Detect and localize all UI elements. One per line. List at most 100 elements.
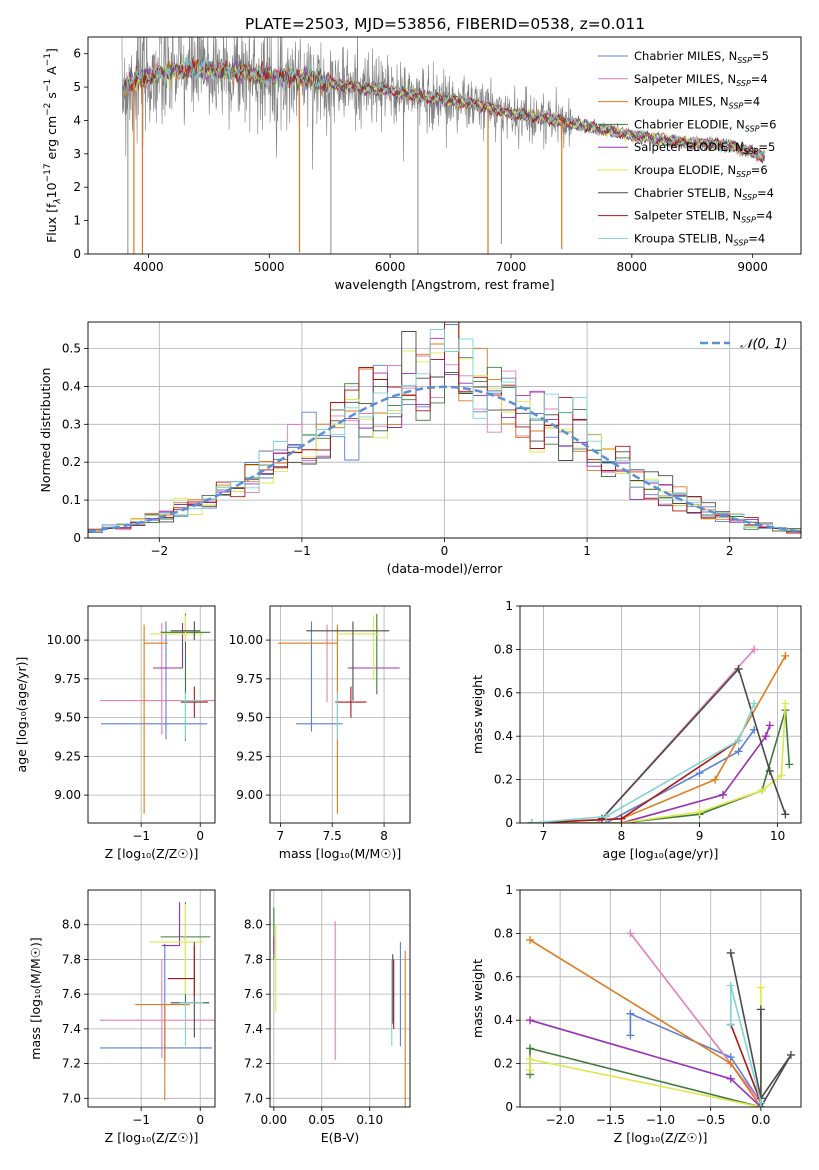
legend-subscript: SSP — [734, 238, 749, 247]
y-tick-label: 0.6 — [494, 686, 513, 700]
x-tick-label: 0.0 — [751, 1113, 770, 1127]
legend-entry: Salpeter STELIB, NSSP=4 — [634, 209, 773, 225]
series-marker — [726, 1074, 735, 1083]
y-tick-label: 0.3 — [62, 417, 81, 431]
series-line — [730, 1024, 762, 1103]
series-line — [531, 703, 787, 823]
y-tick-label: 0.8 — [494, 926, 513, 940]
legend-label: Chabrier ELODIE, N — [634, 117, 745, 131]
series-marker — [718, 790, 727, 799]
series-marker — [756, 1103, 765, 1107]
series-marker — [734, 664, 743, 673]
x-tick-label: 1 — [583, 544, 591, 558]
series-marker — [526, 1044, 535, 1053]
x-axis-label: Z [log₁₀(Z/Z☉)] — [105, 846, 199, 861]
y-tick-label: 0 — [73, 531, 81, 545]
series-line — [531, 648, 755, 823]
series-marker — [726, 1059, 735, 1068]
x-axis-label: Z [log₁₀(Z/Z☉)] — [105, 1130, 199, 1145]
legend-label: Kroupa ELODIE, N — [634, 163, 736, 177]
y-tick-label: 7.4 — [62, 1022, 81, 1036]
y-axis-label-part: A — [44, 66, 59, 79]
y-axis-label-part: s — [44, 92, 59, 103]
plot-area — [527, 645, 794, 823]
plot-area — [278, 613, 400, 814]
x-tick-label: 0.10 — [356, 1113, 383, 1127]
series-marker — [761, 732, 770, 741]
legend-subscript: SSP — [729, 102, 744, 111]
legend-label: Salpeter ELODIE, N — [634, 140, 744, 154]
series-line — [529, 939, 762, 1107]
x-tick-label: −1.5 — [596, 1113, 625, 1127]
x-axis-label: Z [log₁₀(Z/Z☉)] — [614, 1130, 708, 1145]
series-line — [531, 703, 755, 823]
y-axis-label-part: ] — [44, 48, 59, 53]
y-axis-label: Normed distribution — [38, 368, 53, 493]
series-marker — [756, 983, 765, 992]
legend-label: Kroupa MILES, N — [634, 95, 729, 109]
series-marker — [750, 699, 759, 708]
legend-entry: Salpeter MILES, NSSP=4 — [634, 72, 768, 88]
y-tick-label: 7.4 — [244, 1022, 263, 1036]
legend-subscript: SSP — [737, 56, 752, 65]
x-tick-label: −1.0 — [646, 1113, 675, 1127]
series-marker — [711, 775, 720, 784]
model-spectrum — [122, 54, 766, 160]
x-tick-label: −0.5 — [696, 1113, 725, 1127]
series-marker — [526, 1016, 535, 1025]
series-marker — [527, 819, 536, 823]
legend-subscript: SSP — [736, 79, 751, 88]
legend-subscript: SSP — [744, 147, 759, 156]
x-tick-label: 7 — [277, 829, 285, 843]
axes-frame — [87, 36, 802, 255]
y-tick-label: 1 — [73, 214, 81, 228]
x-axis-label: age [log₁₀(age/yr)] — [603, 846, 719, 861]
legend-label: Salpeter STELIB, N — [634, 209, 741, 223]
y-tick-label: 7.6 — [62, 987, 81, 1001]
series-marker — [526, 935, 535, 944]
y-tick-label: 0.2 — [494, 1057, 513, 1071]
series-line — [601, 667, 787, 820]
x-tick-label: −1 — [132, 1113, 150, 1127]
x-axis-label: (data-model)/error — [387, 561, 504, 576]
plot-area — [273, 907, 406, 1107]
legend-subscript: SSP — [745, 124, 760, 133]
series-marker — [726, 1020, 735, 1029]
series-marker — [626, 1009, 635, 1018]
legend-suffix: =4 — [751, 72, 768, 86]
y-tick-label: 7.2 — [62, 1057, 81, 1071]
panel-mass-vs-Z: −1 0 7.0 7.2 7.4 7.6 7.8 8.0 Z [log₁₀(Z/Z☉)] mass… — [28, 889, 216, 1145]
y-tick-label: 4 — [73, 113, 81, 127]
y-tick-label: 5 — [73, 80, 81, 94]
series-marker — [781, 699, 790, 708]
series-marker — [601, 812, 610, 821]
axes-frame — [269, 889, 411, 1108]
x-tick-label: 0 — [196, 829, 204, 843]
series-marker — [765, 766, 774, 775]
series-marker — [526, 1055, 535, 1064]
y-axis-label-part: 10 — [44, 182, 59, 198]
y-tick-label: 0.4 — [494, 729, 513, 743]
y-axis-label: age [log₁₀(age/yr)] — [14, 657, 29, 773]
y-tick-label: 7.0 — [244, 1091, 263, 1105]
y-tick-label: 7.0 — [62, 1091, 81, 1105]
y-tick-label: 9.50 — [54, 711, 81, 725]
series-marker — [626, 1031, 635, 1040]
y-axis-label: mass weight — [470, 675, 485, 754]
legend-entry: Chabrier MILES, NSSP=5 — [634, 49, 769, 65]
y-tick-label: 0 — [505, 1100, 513, 1114]
panel-residuals: −2 −1 0 1 2 0 0.1 0.2 0.3 0.4 0.5 (data-model)/erro… — [38, 321, 802, 576]
legend-entry: Chabrier ELODIE, NSSP=6 — [634, 117, 776, 133]
x-tick-label: 7000 — [496, 260, 527, 274]
x-tick-label: −1 — [132, 829, 150, 843]
y-tick-label: 10.00 — [229, 633, 263, 647]
y-tick-label: 7.6 — [244, 987, 263, 1001]
series-marker — [781, 651, 790, 660]
series-marker — [734, 747, 743, 756]
x-tick-label: 2 — [726, 544, 734, 558]
x-tick-label: 6000 — [375, 260, 406, 274]
y-axis-label-part: λ — [53, 198, 63, 204]
x-tick-label: 4000 — [133, 260, 164, 274]
legend-suffix: =4 — [756, 209, 773, 223]
x-tick-label: −1 — [293, 544, 311, 558]
